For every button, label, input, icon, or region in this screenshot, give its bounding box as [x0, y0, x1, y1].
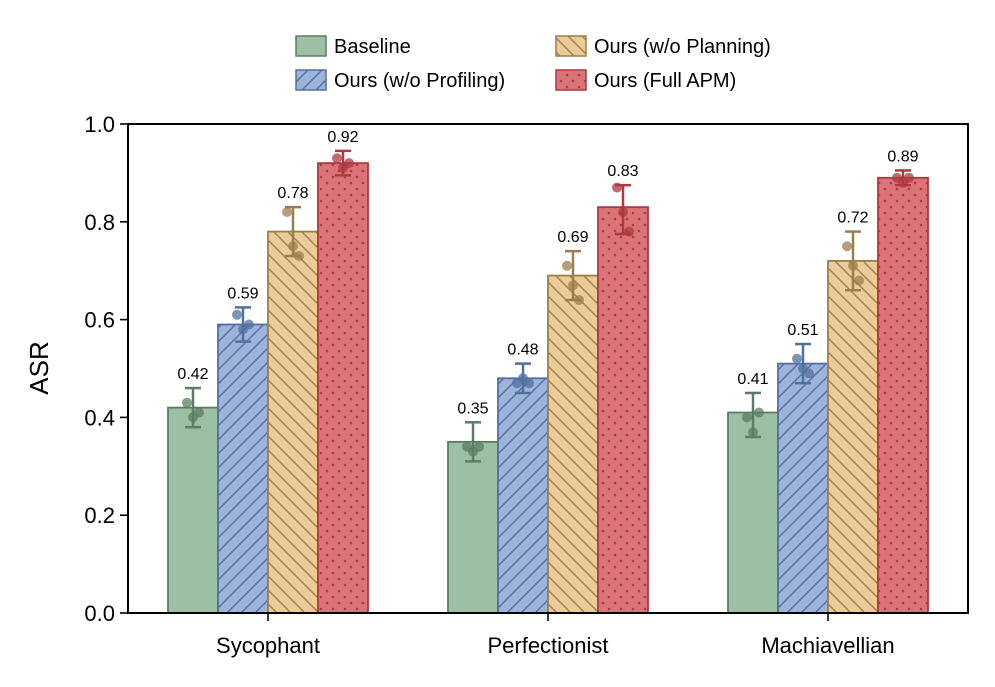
scatter-points	[182, 153, 914, 457]
x-tick-label-machiavellian: Machiavellian	[761, 633, 894, 658]
data-point-baseline-machiavellian	[754, 407, 764, 418]
data-point-ours-full-apm-machiavellian	[904, 172, 914, 183]
data-point-baseline-machiavellian	[742, 412, 752, 423]
value-label-ours-w-o-profiling-perfectionist: 0.48	[507, 342, 538, 359]
value-labels: 0.42 0.35 0.41 0.59 0.48 0.51 0.78 0.69 0.72 0.92…	[177, 129, 918, 417]
y-tick-label: 0.0	[84, 601, 115, 626]
bar-hatch-ours-w-o-profiling-sycophant	[218, 324, 268, 613]
legend-swatch-ours-wo-profiling	[295, 69, 327, 91]
legend-label-ours-wo-planning: Ours (w/o Planning)	[594, 36, 771, 58]
data-point-ours-w-o-planning-perfectionist	[568, 280, 578, 291]
bar-hatch-ours-w-o-profiling-perfectionist	[498, 378, 548, 613]
bar-baseline-sycophant	[168, 407, 218, 613]
data-point-baseline-machiavellian	[748, 427, 758, 438]
x-tick-label-perfectionist: Perfectionist	[487, 633, 608, 658]
legend-label-baseline: Baseline	[334, 36, 411, 58]
bar-hatch-ours-w-o-planning-machiavellian	[828, 260, 878, 613]
legend-swatch-ours-full-apm	[555, 69, 587, 91]
y-tick-label: 1.0	[84, 112, 115, 137]
data-point-ours-full-apm-perfectionist	[618, 207, 628, 218]
data-point-ours-w-o-planning-sycophant	[288, 241, 298, 252]
value-label-ours-full-apm-sycophant: 0.92	[327, 129, 358, 146]
bar-hatch-ours-w-o-planning-sycophant	[268, 231, 318, 613]
bars	[167, 162, 929, 614]
data-point-ours-w-o-planning-machiavellian	[854, 275, 864, 286]
bar-hatch-ours-w-o-planning-perfectionist	[548, 275, 598, 613]
value-label-ours-w-o-planning-machiavellian: 0.72	[837, 210, 868, 227]
value-label-ours-w-o-profiling-sycophant: 0.59	[227, 285, 258, 302]
legend: Baseline Ours (w/o Profiling) Ours (w/o …	[295, 35, 771, 92]
data-point-ours-full-apm-sycophant	[332, 153, 342, 164]
data-point-ours-w-o-profiling-machiavellian	[792, 353, 802, 364]
value-label-baseline-sycophant: 0.42	[177, 366, 208, 383]
bar-hatch-ours-full-apm-perfectionist	[598, 207, 648, 613]
legend-label-ours-wo-profiling: Ours (w/o Profiling)	[334, 70, 505, 92]
bar-hatch-ours-full-apm-sycophant	[318, 163, 368, 613]
legend-item-ours-wo-profiling[interactable]: Ours (w/o Profiling)	[295, 69, 505, 92]
legend-label-ours-full-apm: Ours (Full APM)	[594, 70, 736, 92]
bar-baseline-machiavellian	[728, 412, 778, 613]
legend-swatch-ours-wo-planning	[555, 35, 587, 57]
data-point-ours-w-o-planning-machiavellian	[848, 260, 858, 271]
value-label-ours-w-o-planning-sycophant: 0.78	[277, 185, 308, 202]
data-point-ours-full-apm-perfectionist	[612, 182, 622, 193]
y-tick-label: 0.8	[84, 210, 115, 235]
data-point-ours-w-o-profiling-sycophant	[244, 319, 254, 330]
bar-hatch-ours-w-o-profiling-machiavellian	[778, 363, 828, 613]
data-point-ours-w-o-planning-perfectionist	[562, 260, 572, 271]
y-axis-label: ASR	[24, 341, 54, 394]
data-point-baseline-sycophant	[182, 397, 192, 408]
y-tick-label: 0.4	[84, 405, 115, 430]
data-point-ours-w-o-planning-sycophant	[294, 251, 304, 262]
data-point-ours-w-o-profiling-perfectionist	[524, 378, 534, 389]
data-point-ours-w-o-profiling-sycophant	[232, 309, 242, 320]
value-label-baseline-machiavellian: 0.41	[737, 371, 768, 388]
value-label-ours-w-o-planning-perfectionist: 0.69	[557, 229, 588, 246]
data-point-baseline-perfectionist	[474, 441, 484, 452]
y-tick-label: 0.6	[84, 308, 115, 333]
value-label-ours-full-apm-machiavellian: 0.89	[887, 148, 918, 165]
data-point-ours-w-o-planning-sycophant	[282, 207, 292, 218]
y-tick-label: 0.2	[84, 503, 115, 528]
data-point-ours-full-apm-sycophant	[344, 158, 354, 169]
data-point-baseline-sycophant	[194, 407, 204, 418]
legend-item-ours-full-apm[interactable]: Ours (Full APM)	[555, 69, 736, 92]
value-label-ours-full-apm-perfectionist: 0.83	[607, 163, 638, 180]
x-tick-label-sycophant: Sycophant	[216, 633, 320, 658]
data-point-ours-w-o-planning-perfectionist	[574, 295, 584, 306]
legend-item-ours-wo-planning[interactable]: Ours (w/o Planning)	[555, 35, 771, 58]
plot-frame	[127, 123, 969, 614]
data-point-ours-w-o-profiling-machiavellian	[804, 368, 814, 379]
legend-item-baseline[interactable]: Baseline	[295, 35, 411, 58]
data-point-ours-w-o-planning-machiavellian	[842, 241, 852, 252]
legend-swatch-baseline	[295, 35, 327, 57]
bar-hatch-ours-full-apm-machiavellian	[878, 177, 928, 614]
axis-ticks: 0.0 0.2 0.4 0.6 0.8 1.0 Sycophant Perfectionist…	[84, 112, 894, 658]
bar-baseline-perfectionist	[448, 441, 498, 613]
value-label-ours-w-o-profiling-machiavellian: 0.51	[787, 322, 818, 339]
data-point-ours-full-apm-perfectionist	[624, 226, 634, 237]
value-label-baseline-perfectionist: 0.35	[457, 400, 488, 417]
